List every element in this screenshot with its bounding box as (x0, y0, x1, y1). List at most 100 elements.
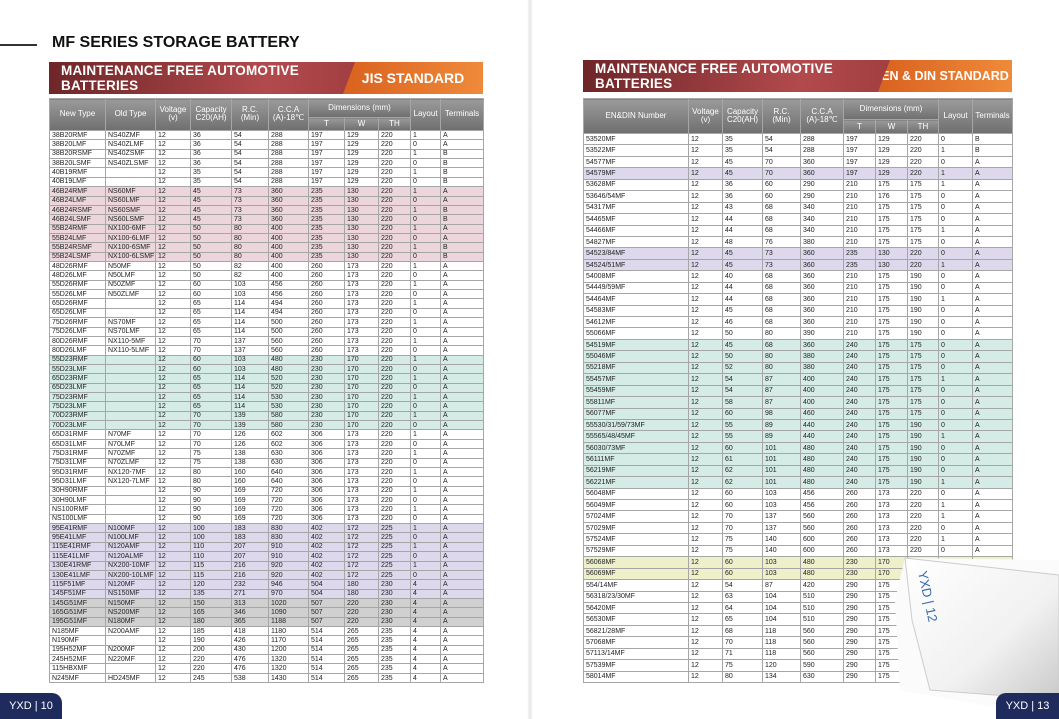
row: 53522MF 12 35 54 288 197 129 220 1 B (583, 144, 1014, 157)
cell: 12 (688, 670, 723, 684)
row: 54579MF 12 45 70 360 197 129 220 1 A (583, 167, 1014, 180)
row: 80D26RMF NX110-5MF 12 70 137 560 260 173 220 1 A (49, 335, 485, 347)
banner-title: MAINTENANCE FREE AUTOMOTIVE BATTERIES (583, 60, 895, 92)
column-header: R.C. (Min) (762, 98, 801, 134)
row: 46B24RSMF NS60SMF 12 45 73 360 235 130 220 1 B (49, 204, 485, 216)
gutter (527, 0, 533, 719)
column-header: Dimensions (mm) (307, 97, 412, 119)
row: 55D26LMF N50ZLMF 12 60 103 456 260 173 220 0 A (49, 289, 485, 300)
header-row: T W TH (50, 117, 484, 131)
column-header: Terminals (440, 98, 485, 131)
row: 57524MF 12 75 140 600 260 173 220 1 A (583, 533, 1014, 546)
cell: 235 (377, 672, 412, 684)
header: EN&DIN Number Voltage (v) Capacity C20(AH)… (583, 98, 1014, 134)
column-header: Voltage (v) (155, 98, 191, 131)
row: 57029MF 12 70 137 560 260 173 220 0 A (583, 521, 1014, 535)
row: 95E41RMF N100MF 12 100 183 830 402 172 225 1 A (49, 523, 485, 534)
row: 48D26LMF N50LMF 12 50 82 400 260 173 220 0 A (49, 270, 485, 281)
row: 65D31RMF N70MF 12 70 126 602 306 173 220 1 A (49, 429, 485, 440)
row: 53628MF 12 36 60 290 210 175 175 1 A (583, 178, 1014, 192)
row: NS100LMF 12 90 169 720 306 173 220 0 A (49, 513, 485, 525)
row: 54612MF 12 46 68 360 210 175 190 0 A (583, 315, 1014, 329)
banner: MAINTENANCE FREE AUTOMOTIVE BATTERIES JI… (49, 62, 483, 94)
row: 58014MF12801346302901750A (583, 670, 1014, 684)
cell: 58014MF (583, 670, 689, 684)
column-header: Terminals (972, 98, 1014, 134)
row: 55565/48/45MF 12 55 89 440 240 175 190 1 A (583, 430, 1014, 443)
column-header: EN&DIN Number (583, 98, 689, 134)
row: 57024MF 12 70 137 560 260 173 220 1 A (583, 510, 1014, 523)
column-header: Dimensions (mm) (842, 98, 940, 120)
row: 75D26LMF NS70LMF 12 65 114 500 260 173 220 0 A (49, 326, 485, 337)
row: 55D23RMF 12 60 103 480 230 170 220 1 A (49, 354, 485, 365)
row: 55530/31/59/73MF 12 55 89 440 240 175 190 0 A (583, 418, 1014, 432)
row: 65D23RMF 12 65 114 520 230 170 220 1 A (49, 373, 485, 384)
row: 54523/84MF 12 45 73 360 235 130 220 0 A (583, 247, 1014, 260)
column-header: Voltage (v) (688, 98, 723, 134)
row: 75D31LMF N70ZLMF 12 75 138 630 306 173 220 0 A (49, 457, 485, 468)
rule (0, 44, 37, 46)
cell: A (972, 155, 1014, 169)
row: 56221MF 12 62 101 480 240 175 190 1 A (583, 476, 1014, 489)
column-header: Layout (410, 98, 442, 131)
standard: EN & DIN STANDARD (878, 60, 1012, 92)
row: 55B24LMF NX100-6LMF 12 50 80 400 235 130 220 0 A (49, 232, 485, 244)
cell: 190 (906, 293, 940, 306)
row: 80D26LMF NX110-5LMF 12 70 137 560 260 173 220 0 A (49, 345, 485, 356)
row: 40B19RMF 12 35 54 288 197 129 220 1 B (49, 167, 485, 178)
row: 56030/73MF 12 60 101 480 240 175 190 0 A (583, 441, 1014, 455)
cell: A (972, 350, 1014, 363)
row: 65D23LMF 12 65 114 520 230 170 220 0 A (49, 382, 485, 394)
banner: MAINTENANCE FREE AUTOMOTIVE BATTERIES EN… (583, 60, 1012, 92)
row: 55B24RSMF NX100-6SMF 12 50 80 400 235 130 220 1 B (49, 242, 485, 253)
cell: 134 (762, 670, 801, 684)
page-number: YXD | 13 (996, 693, 1059, 719)
header-row: T W TH (584, 119, 1013, 134)
row: 46B24RMF NS60MF 12 45 73 360 235 130 220 1 A (49, 186, 485, 197)
en-din-table: EN&DIN Number Voltage (v) Capacity C20(AH)… (583, 98, 1014, 684)
row: 53646/54MF 12 36 60 290 210 176 175 0 A (583, 190, 1014, 203)
row: 54449/59MF 12 44 68 360 210 175 190 0 A (583, 281, 1014, 295)
row: 54008MF 12 40 68 360 210 175 190 0 A (583, 270, 1014, 283)
banner-title: MAINTENANCE FREE AUTOMOTIVE BATTERIES (49, 62, 361, 94)
row: 65D26RMF 12 65 114 494 260 173 220 1 A (49, 298, 485, 309)
row: 115E41LMF N120ALMF 12 110 207 910 402 172 225 0 A (49, 551, 485, 562)
page-number: YXD | 10 (0, 693, 62, 719)
row: 75D26RMF NS70MF 12 65 114 500 260 173 220 1 A (49, 317, 485, 328)
row: 55D23LMF 12 60 103 480 230 170 220 0 A (49, 363, 485, 375)
row: 56219MF 12 62 101 480 240 175 190 0 A (583, 464, 1014, 478)
row: 65D31LMF N70LMF 12 70 126 602 306 173 220 0 A (49, 438, 485, 450)
column-header: W (875, 119, 908, 134)
header: New Type Old Type Voltage (v) Capacity C20(… (49, 97, 485, 131)
column-header: New Type (49, 98, 106, 131)
row: 56049MF 12 60 103 456 260 173 220 1 A (583, 498, 1014, 512)
cell: 190 (906, 270, 940, 283)
row: 130E41RMF NX200-10MF 12 115 216 920 402 172 225 1… (49, 560, 485, 571)
row: 70D23RMF 12 70 139 580 230 170 220 1 A (49, 410, 485, 422)
row: 130E41LMF NX200-10LMF 12 115 216 920 402 172 225… (49, 569, 485, 581)
cell: A (440, 672, 485, 684)
row: N185MF N200AMF 12 185 418 1180 514 265 235 4 A (49, 626, 485, 637)
column-header: C.C.A (A)-18℃ (800, 98, 844, 134)
column-header: Capacity C20(AH) (190, 98, 232, 131)
row: N245MF HD245MF 12 245 538 1430 514 265 235 4 A (49, 672, 485, 684)
body: 38B20RMF NS40ZMF 12 36 54 288 197 129 220 1 A 38B20… (49, 129, 485, 684)
column-header: TH (906, 119, 940, 134)
row: 55218MF 12 52 80 380 240 175 175 0 A (583, 361, 1014, 375)
row: 56048MF 12 60 103 456 260 173 220 0 A (583, 487, 1014, 501)
row: 55457MF 12 54 87 400 240 175 175 1 A (583, 373, 1014, 386)
row: 56069MF 12 60 103 480 230 170 (583, 567, 1014, 581)
header-row: New Type Old Type Voltage (v) Capacity C20(… (49, 97, 485, 131)
cell: A (972, 361, 1014, 375)
row: 75D23LMF 12 65 114 530 230 170 220 0 A (49, 401, 485, 412)
body: 53520MF 12 35 54 288 197 129 220 0 B 53522MF 12 35 54… (583, 132, 1014, 684)
standard: JIS STANDARD (343, 62, 483, 94)
row: 55D26RMF N50ZMF 12 60 103 456 260 173 220 1 A (49, 279, 485, 291)
column-header: Capacity C20(AH) (722, 98, 763, 134)
row: 38B20RSMF NS40ZSMF 12 36 54 288 197 129 220 1 B (49, 148, 485, 160)
column-header: Old Type (105, 98, 156, 131)
header-row: EN&DIN Number Voltage (v) Capacity C20(AH)… (583, 98, 1014, 134)
row: 56077MF 12 60 98 460 240 175 175 0 A (583, 407, 1014, 420)
